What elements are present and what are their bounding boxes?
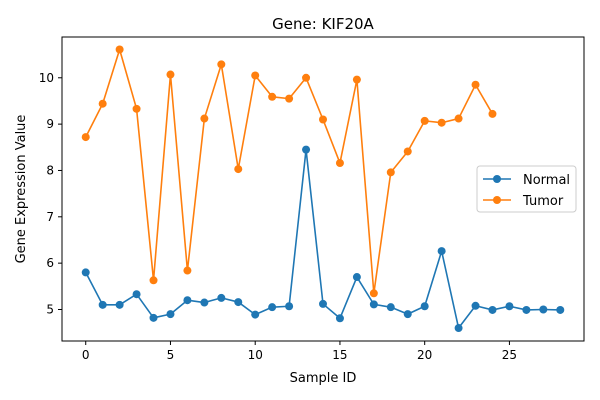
data-point-normal	[471, 301, 480, 310]
data-point-tumor	[437, 118, 446, 127]
data-point-tumor	[132, 104, 141, 113]
y-tick-label: 9	[46, 117, 54, 131]
data-point-normal	[200, 298, 209, 307]
legend-label: Tumor	[522, 194, 564, 209]
data-point-normal	[352, 273, 361, 282]
data-point-tumor	[149, 276, 158, 285]
data-point-normal	[251, 310, 260, 319]
data-point-tumor	[166, 70, 175, 79]
data-point-normal	[539, 305, 548, 314]
data-point-tumor	[352, 75, 361, 84]
data-point-tumor	[319, 115, 327, 124]
legend-label: Normal	[523, 173, 570, 188]
data-point-tumor	[488, 109, 497, 118]
data-point-tumor	[285, 94, 294, 103]
data-point-normal	[166, 310, 175, 319]
data-point-normal	[319, 299, 327, 308]
data-point-tumor	[454, 114, 463, 123]
y-tick-label: 8	[46, 163, 54, 177]
data-point-tumor	[200, 114, 209, 123]
data-point-normal	[420, 302, 429, 311]
data-point-normal	[217, 293, 226, 302]
data-point-normal	[81, 268, 90, 277]
y-tick-label: 10	[39, 71, 54, 85]
data-point-normal	[505, 302, 514, 311]
data-point-tumor	[403, 147, 412, 156]
x-tick-label: 5	[167, 348, 175, 362]
series-normal	[81, 145, 565, 333]
data-point-normal	[556, 305, 565, 314]
data-point-normal	[183, 296, 192, 305]
data-point-tumor	[268, 92, 277, 101]
data-point-tumor	[251, 71, 260, 80]
x-tick-label: 20	[417, 348, 432, 362]
data-point-tumor	[369, 289, 378, 298]
data-point-normal	[98, 300, 107, 309]
data-point-normal	[386, 303, 395, 312]
data-point-normal	[149, 313, 158, 322]
data-point-tumor	[217, 60, 226, 69]
data-point-tumor	[81, 133, 90, 142]
y-tick-label: 7	[46, 210, 54, 224]
data-point-tumor	[335, 159, 344, 168]
data-point-normal	[115, 300, 124, 309]
data-point-normal	[302, 145, 311, 154]
data-point-tumor	[98, 99, 107, 108]
data-point-normal	[234, 298, 243, 307]
data-point-normal	[454, 324, 463, 333]
plot-frame	[61, 36, 585, 342]
data-point-tumor	[234, 165, 243, 174]
y-tick-label: 6	[46, 256, 54, 270]
data-point-tumor	[420, 116, 429, 125]
data-point-tumor	[302, 73, 311, 82]
x-tick-label: 25	[502, 348, 517, 362]
data-point-normal	[403, 310, 412, 319]
x-tick-label: 10	[248, 348, 263, 362]
legend-item-normal: Normal	[483, 173, 570, 188]
data-point-normal	[488, 305, 497, 314]
x-tick-label: 15	[332, 348, 347, 362]
data-point-normal	[268, 303, 277, 312]
data-point-tumor	[183, 266, 192, 275]
x-axis: 0 5 10 15 20 25	[82, 341, 517, 362]
y-tick-label: 5	[46, 302, 54, 316]
x-tick-label: 0	[82, 348, 90, 362]
data-point-normal	[285, 302, 294, 311]
legend-item-tumor: Tumor	[483, 194, 564, 209]
legend-swatch-marker	[493, 196, 501, 204]
plot-area	[81, 45, 565, 333]
y-axis: 5 6 7 8 9 10	[39, 71, 62, 316]
data-point-normal	[437, 247, 446, 256]
chart-title: Gene: KIF20A	[272, 15, 374, 33]
legend-swatch-marker	[493, 175, 501, 183]
data-point-normal	[369, 300, 378, 309]
data-point-tumor	[471, 80, 480, 89]
data-point-normal	[335, 314, 344, 323]
y-axis-label: Gene Expression Value	[14, 115, 29, 264]
data-point-tumor	[386, 168, 395, 177]
legend: Normal Tumor	[476, 165, 577, 213]
data-point-tumor	[115, 45, 124, 54]
data-point-normal	[132, 290, 141, 299]
series-tumor	[81, 45, 497, 298]
data-point-normal	[522, 305, 531, 314]
x-axis-label: Sample ID	[290, 371, 357, 386]
